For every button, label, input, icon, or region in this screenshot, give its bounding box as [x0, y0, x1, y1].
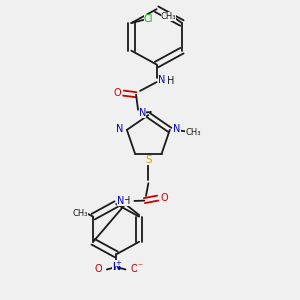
Text: N: N: [116, 124, 123, 134]
Text: O: O: [160, 193, 168, 203]
Text: O: O: [131, 264, 139, 274]
Text: H: H: [123, 196, 130, 206]
Text: Cl: Cl: [144, 14, 153, 24]
Text: N: N: [173, 124, 181, 134]
Text: ⁻: ⁻: [137, 262, 142, 272]
Text: CH₃: CH₃: [185, 128, 201, 137]
Text: O: O: [114, 88, 121, 98]
Text: N: N: [139, 108, 146, 118]
Text: H: H: [167, 76, 175, 85]
Text: +: +: [115, 260, 121, 266]
Text: CH₃: CH₃: [72, 209, 88, 218]
Text: N: N: [158, 75, 165, 85]
Text: N: N: [117, 196, 125, 206]
Text: S: S: [145, 155, 152, 165]
Text: CH₃: CH₃: [161, 12, 176, 21]
Text: O: O: [95, 264, 102, 274]
Text: N: N: [112, 262, 120, 272]
